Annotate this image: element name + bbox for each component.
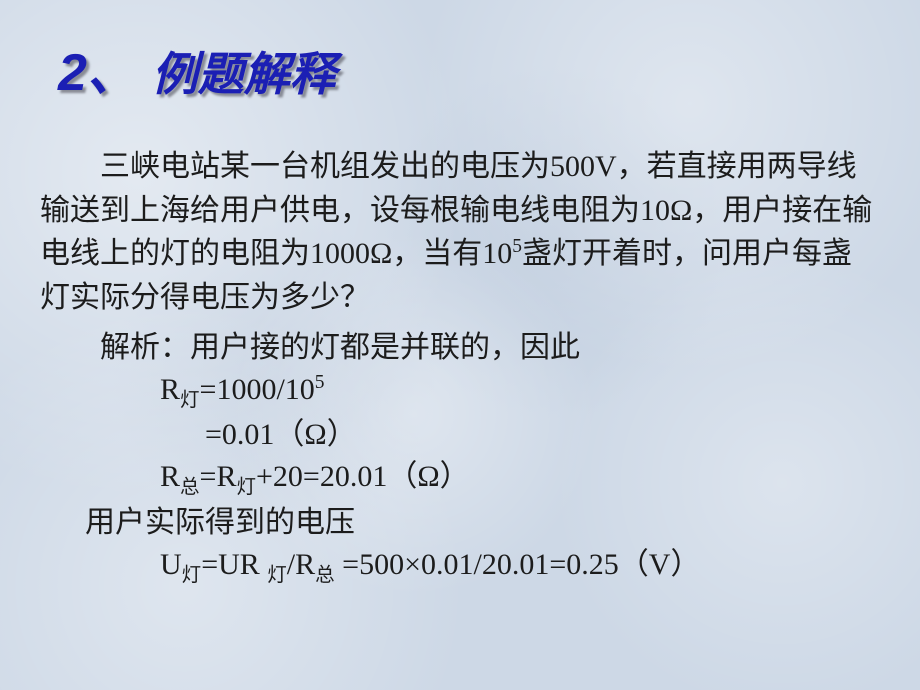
paren: ） <box>440 460 470 493</box>
title-number: 2、 <box>58 44 139 102</box>
sub-total: 总 <box>315 565 335 586</box>
unit-ohm: Ω <box>417 460 439 493</box>
section-title: 2、 例题解释 <box>58 30 880 105</box>
problem-statement: 三峡电站某一台机组发出的电压为500V，若直接用两导线输送到上海给用户供电，设每… <box>40 145 880 319</box>
equation-r-lamp-value: =0.01（Ω） <box>40 414 880 456</box>
unit-v: V <box>649 548 671 581</box>
expr: =500×0.01/20.01=0.25（ <box>335 548 649 581</box>
problem-text: ，当有 <box>392 237 482 270</box>
unit-ohm: Ω <box>304 418 326 451</box>
equation-u-lamp: U灯=UR 灯/R总 =500×0.01/20.01=0.25（V） <box>40 544 880 589</box>
paren: ） <box>670 548 700 581</box>
equation-r-total: R总=R灯+20=20.01（Ω） <box>40 456 880 501</box>
eq: =R <box>200 460 237 493</box>
eq: =UR <box>201 548 267 581</box>
title-text: 例题解释 <box>139 48 336 100</box>
value: =0.01（ <box>205 418 304 451</box>
resistance-value: 1000Ω <box>310 237 392 270</box>
count-exponent: 5 <box>512 236 522 257</box>
expr: +20=20.01（ <box>256 460 417 493</box>
sub-lamp: 灯 <box>236 477 256 498</box>
var-r: R <box>160 373 180 406</box>
voltage-intro: 用户实际得到的电压 <box>40 502 880 544</box>
sub-lamp: 灯 <box>180 390 200 411</box>
solution-intro: 解析：用户接的灯都是并联的，因此 <box>40 327 880 369</box>
sub-total: 总 <box>180 477 200 498</box>
div: /R <box>287 548 315 581</box>
problem-text: ，若直接用 <box>617 150 767 183</box>
equation-r-lamp: R灯=1000/105 <box>40 369 880 414</box>
exp: 5 <box>315 372 325 393</box>
problem-text: 三峡电站某一台机组发出的电压为 <box>100 150 550 183</box>
paren: ） <box>327 418 357 451</box>
var-u: U <box>160 548 182 581</box>
var-r: R <box>160 460 180 493</box>
voltage-value: 500V <box>550 150 617 183</box>
expr: =1000/10 <box>200 373 315 406</box>
count-base: 10 <box>482 237 512 270</box>
solution-block: 解析：用户接的灯都是并联的，因此 R灯=1000/105 =0.01（Ω） R总… <box>40 327 880 589</box>
sub-lamp: 灯 <box>267 565 287 586</box>
sub-lamp: 灯 <box>182 565 202 586</box>
resistance-value: 10Ω <box>640 194 692 227</box>
